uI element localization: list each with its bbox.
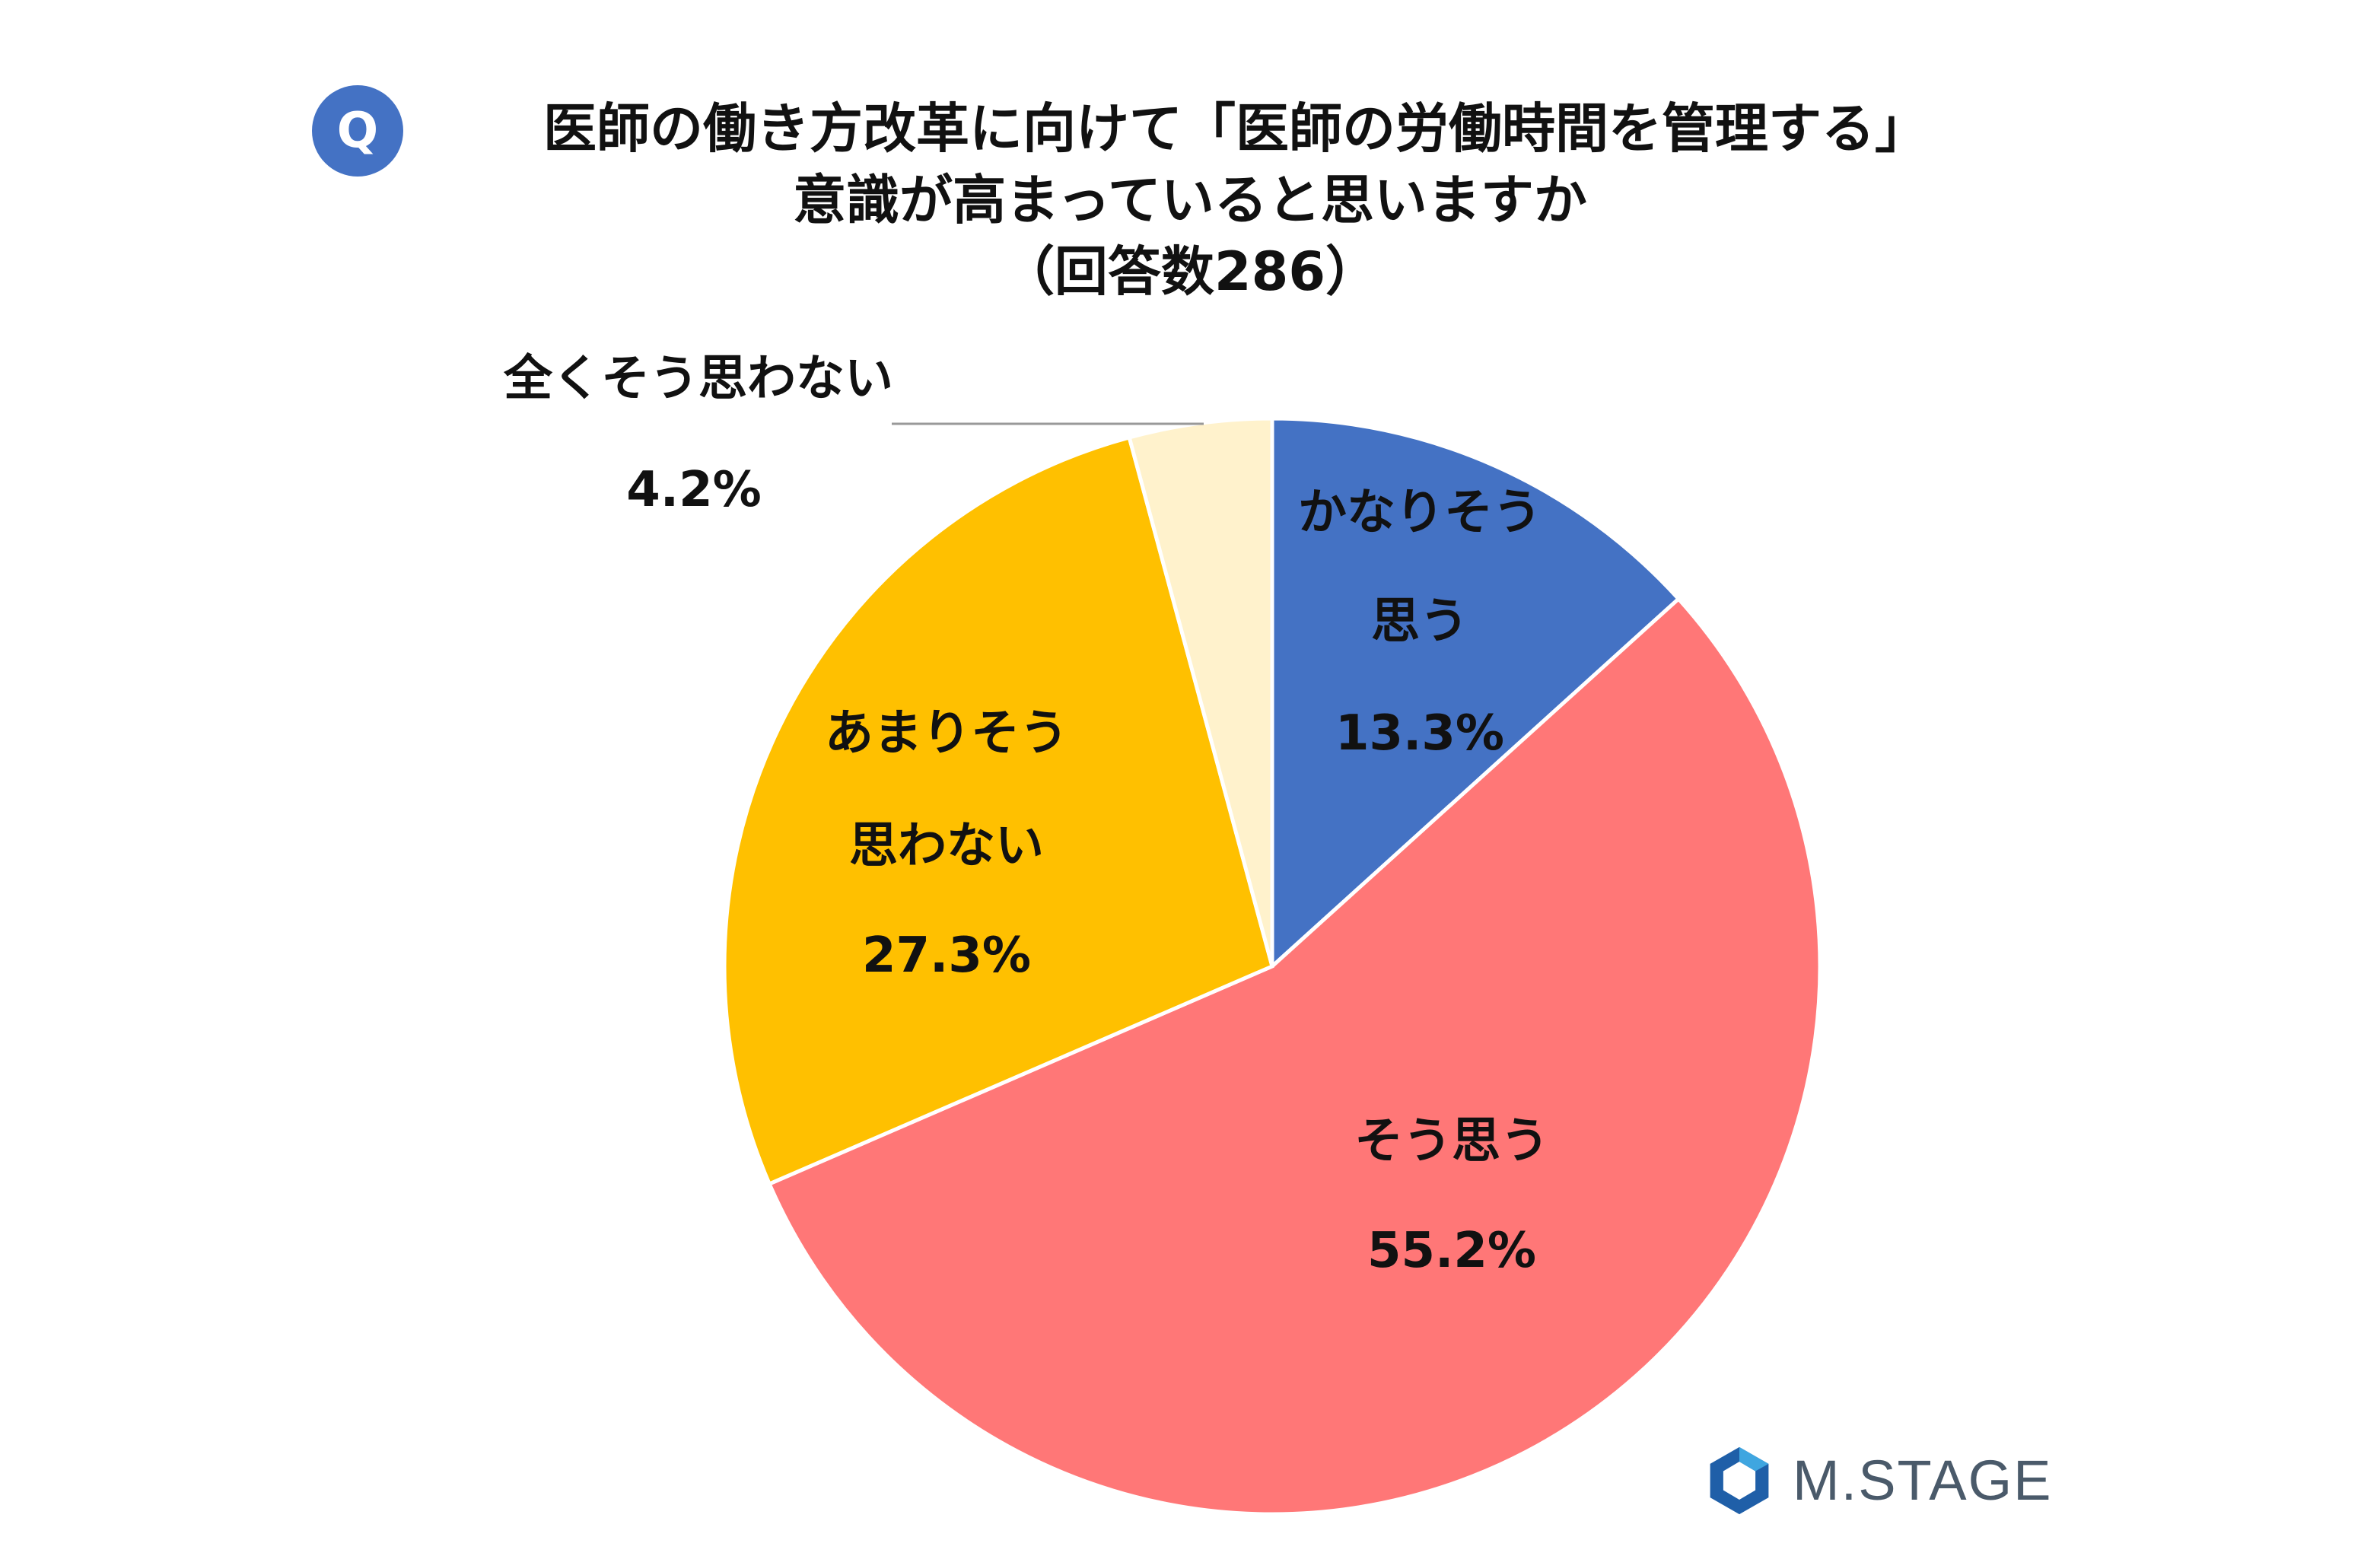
slice-3-label-line-1: あまりそう <box>825 705 1068 762</box>
pie-slice-1 <box>1270 416 1682 971</box>
logo-text: M.STAGE <box>1793 1449 2053 1512</box>
chart-title-line-2: 意識が高まっていると思いますか <box>793 169 1587 231</box>
slice-3-label-line-2: 思わない <box>849 818 1044 874</box>
slice-1-value-label: 13.3% <box>1335 705 1505 762</box>
slice-1-label-line-2: 思う <box>1371 593 1468 650</box>
slice-2-value-label: 55.2% <box>1367 1223 1537 1279</box>
pie-slice-3 <box>722 434 1274 1187</box>
slice-4-value-label: 4.2% <box>626 462 762 518</box>
slice-3-value-label: 27.3% <box>861 928 1032 984</box>
pie-slice-2 <box>766 596 1822 1516</box>
chart-title-line-3: （回答数286） <box>1001 240 1379 303</box>
slice-1-label-line-1: かなりそう <box>1298 485 1542 541</box>
slice-4-label-line-1: 全くそう思わない <box>504 351 893 407</box>
slice-2-label-line-1: そう思う <box>1354 1113 1549 1169</box>
question-badge: Q <box>312 85 403 177</box>
hexagon-logo-icon <box>1710 1446 1769 1515</box>
chart-title-line-1: 医師の働き方改革に向けて「医師の労働時間を管理する」 <box>543 97 1928 160</box>
brand-logo: M.STAGE <box>1703 1444 2053 1517</box>
